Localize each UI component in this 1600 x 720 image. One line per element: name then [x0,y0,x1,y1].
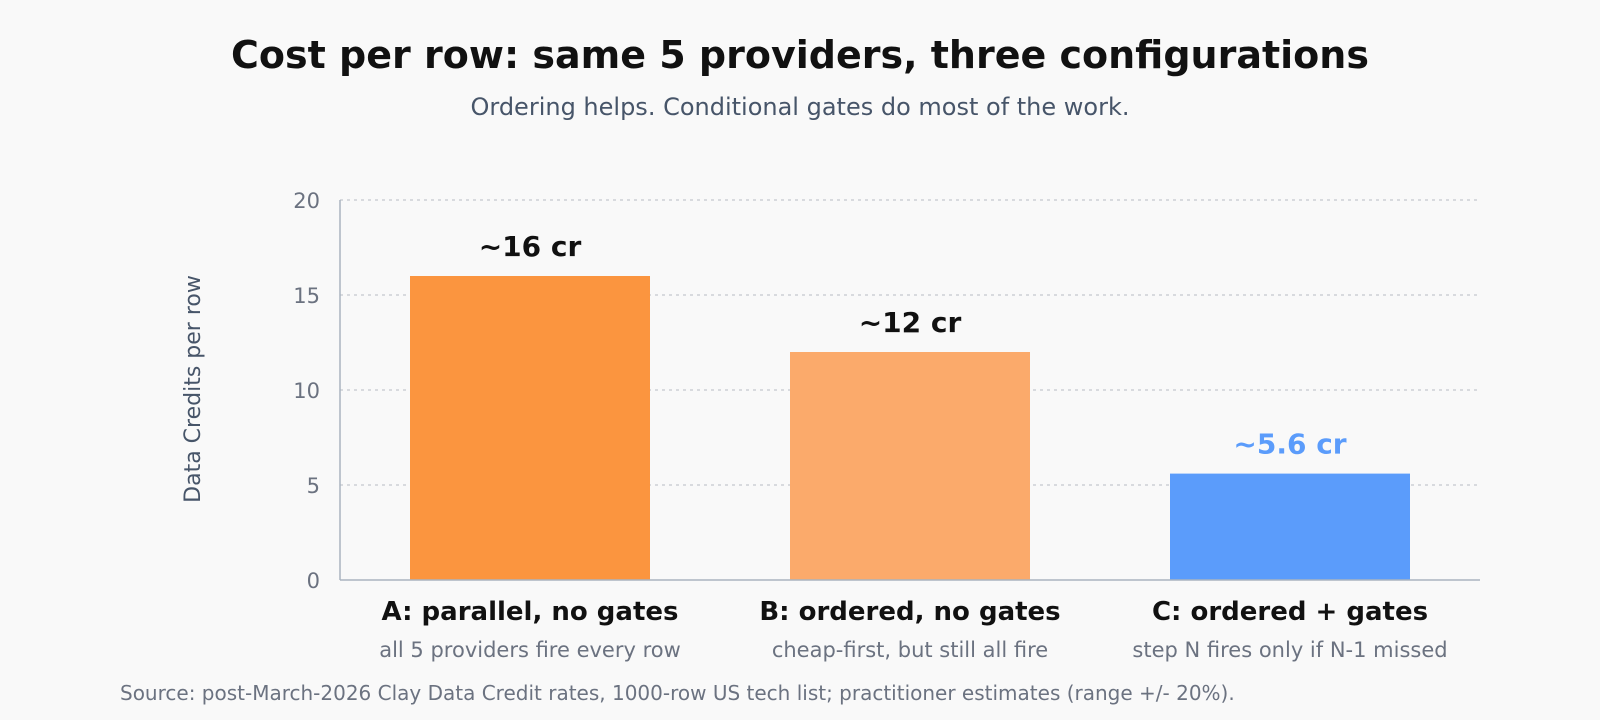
y-tick-label: 10 [293,379,320,403]
bar-value-label: ~16 cr [479,230,582,263]
x-category-sublabel: step N fires only if N-1 missed [1132,638,1447,662]
x-category-label: B: ordered, no gates [759,597,1060,627]
chart-subtitle: Ordering helps. Conditional gates do mos… [470,93,1129,121]
bar-value-label: ~5.6 cr [1233,428,1346,461]
y-axis-label: Data Credits per row [181,275,206,503]
bars [410,276,1410,580]
bar [790,352,1030,580]
labels: ~16 cr A: parallel, no gates all 5 provide… [379,230,1447,662]
y-tick-label: 0 [307,569,320,593]
chart-title: Cost per row: same 5 providers, three co… [231,33,1369,77]
bar [1170,473,1410,580]
x-category-sublabel: cheap-first, but still all fire [772,638,1048,662]
x-category-sublabel: all 5 providers fire every row [379,638,681,662]
axes [339,200,1480,581]
y-tick-label: 20 [293,189,320,213]
x-category-label: C: ordered + gates [1152,597,1428,627]
bar-value-label: ~12 cr [859,306,962,339]
y-tick-label: 15 [293,284,320,308]
bar [410,276,650,580]
source-note: Source: post-March-2026 Clay Data Credit… [120,681,1235,705]
x-category-label: A: parallel, no gates [382,597,679,627]
y-axis-ticks: 0 5 10 15 20 [293,189,320,593]
y-tick-label: 5 [307,474,320,498]
